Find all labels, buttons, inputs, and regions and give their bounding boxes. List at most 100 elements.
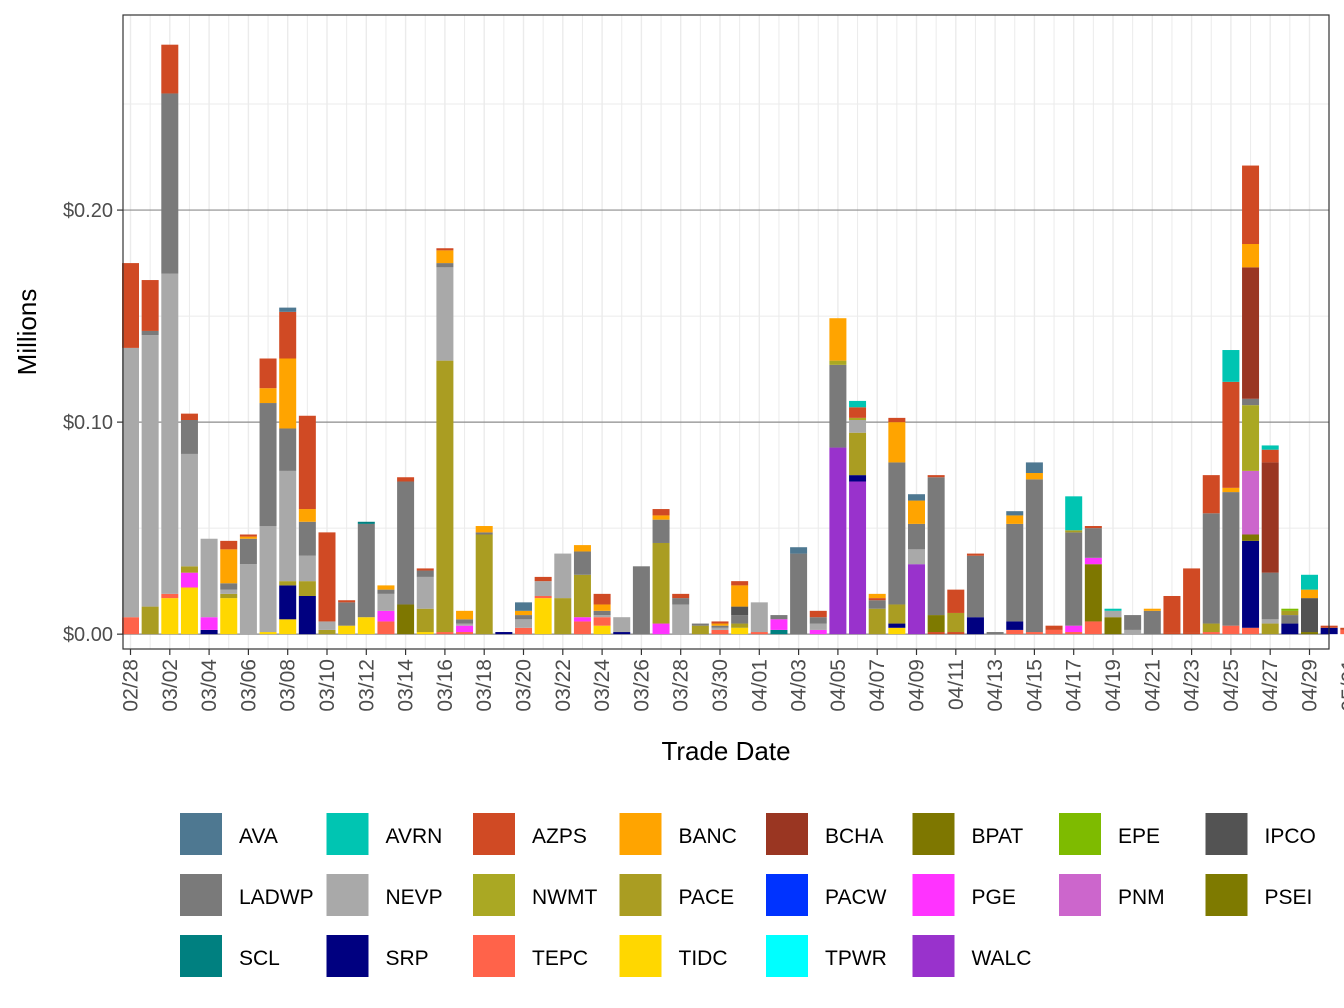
bar-segment-pace (141, 606, 159, 635)
bar-segment-pace (318, 629, 336, 635)
bar-segment-azps (141, 280, 159, 331)
bar-segment-ladwp (239, 538, 257, 565)
legend-key-tepc (473, 935, 515, 977)
bar-segment-tepc (1242, 627, 1260, 635)
bar-segment-nevp (200, 538, 218, 618)
bar-segment-azps (1163, 632, 1181, 635)
bar-segment-ladwp (220, 583, 238, 590)
bar-segment-pace (1065, 530, 1083, 533)
bar-segment-ladwp (475, 532, 493, 535)
legend-key-tidc (619, 935, 662, 977)
bar-segment-pge (809, 629, 827, 635)
bar-segment-tepc (377, 621, 395, 635)
x-tick-label: 03/14 (395, 659, 418, 712)
bar-segment-banc (1242, 244, 1260, 268)
x-tick-label: 02/28 (120, 659, 143, 712)
bar-segment-azps (1045, 625, 1063, 630)
legend-label: PNM (1118, 886, 1165, 909)
legend-label: PACE (679, 886, 735, 909)
bar-segment-tidc (593, 625, 611, 635)
bar-segment-ladwp (515, 615, 532, 620)
bar-segment-pge (1065, 625, 1083, 633)
x-tick-label: 03/04 (198, 659, 221, 712)
bar-segment-ladwp (161, 93, 179, 274)
bar-segment-ladwp (259, 403, 277, 527)
bar-segment-ladwp (397, 481, 415, 605)
bar-segment-tidc (279, 619, 297, 635)
x-tick-label: 03/12 (355, 659, 378, 712)
legend-label: WALC (972, 947, 1032, 970)
bar-segment-srp (200, 629, 218, 635)
bar-segment-banc (515, 610, 532, 616)
bar-segment-tepc (1065, 632, 1083, 635)
bar-segment-banc (456, 610, 474, 620)
bar-segment-scl (357, 521, 375, 524)
bar-segment-ladwp (279, 428, 297, 471)
bar-segment-pace (868, 608, 886, 635)
bar-segment-banc (377, 585, 395, 590)
legend-label: TIDC (679, 947, 728, 970)
bar-segment-ladwp (927, 477, 945, 616)
bar-segment-azps (436, 248, 454, 251)
legend-label: TPWR (825, 947, 887, 970)
legend-label: AVRN (386, 825, 443, 848)
legend-key-scl (180, 935, 222, 977)
x-tick-label: 03/28 (670, 659, 693, 712)
bar-segment-nevp (298, 555, 316, 582)
bar-segment-tidc (888, 627, 906, 635)
bar-segment-nevp (593, 615, 611, 618)
bar-segment-ladwp (1222, 492, 1240, 626)
bar-segment-banc (1143, 608, 1161, 611)
bar-segment-pace (1261, 623, 1279, 635)
x-tick-label: 04/09 (906, 659, 929, 712)
bar-segment-srp (279, 585, 297, 620)
legend-key-pace (619, 874, 662, 916)
bar-segment-pace (220, 593, 238, 599)
bar-segment-tepc (1202, 632, 1220, 635)
bar-segment-azps (1242, 165, 1260, 245)
bar-segment-tidc (180, 587, 198, 635)
x-tick-label: 04/15 (1023, 659, 1046, 712)
bar-segment-bcha (1242, 267, 1260, 399)
bar-segment-azps (122, 263, 139, 348)
bar-segment-bpat (1301, 632, 1318, 635)
bar-segment-nevp (436, 267, 454, 361)
bar-segment-ladwp (338, 602, 356, 626)
bar-segment-ava (1006, 511, 1024, 516)
legend-label: PSEI (1265, 886, 1313, 909)
bar-segment-azps (711, 621, 729, 624)
bar-segment-srp (1281, 623, 1299, 635)
bar-segment-ladwp (377, 589, 395, 594)
bar-segment-nevp (377, 593, 395, 611)
bar-segment-nevp (1124, 629, 1142, 635)
bar-segment-pace (180, 566, 198, 573)
bar-segment-tepc (1045, 629, 1063, 635)
x-tick-label: 04/03 (788, 659, 811, 712)
bar-segment-azps (161, 44, 179, 94)
bar-segment-nevp (259, 526, 277, 633)
bar-segment-nevp (318, 621, 336, 630)
bar-segment-pace (436, 360, 454, 633)
bar-segment-pge (456, 625, 474, 633)
bar-segment-banc (436, 250, 454, 264)
bar-segment-srp (495, 632, 513, 635)
bar-segment-ladwp (1281, 615, 1299, 624)
bar-segment-azps (927, 632, 945, 635)
bar-segment-azps (180, 413, 198, 420)
bar-segment-pge (200, 617, 218, 630)
legend-key-ipco (1205, 813, 1248, 855)
bar-segment-azps (947, 632, 965, 635)
bar-segment-ladwp (1242, 398, 1260, 406)
x-tick-label: 03/16 (434, 659, 457, 712)
bar-segment-pge (652, 623, 670, 635)
bar-segment-tepc (122, 617, 139, 635)
bar-segment-avrn (1261, 445, 1279, 450)
bar-segment-ladwp (711, 625, 729, 628)
legend-key-pacw (766, 874, 808, 916)
legend-label: NEVP (386, 886, 443, 909)
bars (122, 44, 1344, 635)
bar-segment-nwmt (849, 417, 867, 420)
legend-label: PACW (825, 886, 887, 909)
legend-label: AVA (239, 825, 278, 848)
y-tick-label: $0.20 (63, 200, 113, 222)
